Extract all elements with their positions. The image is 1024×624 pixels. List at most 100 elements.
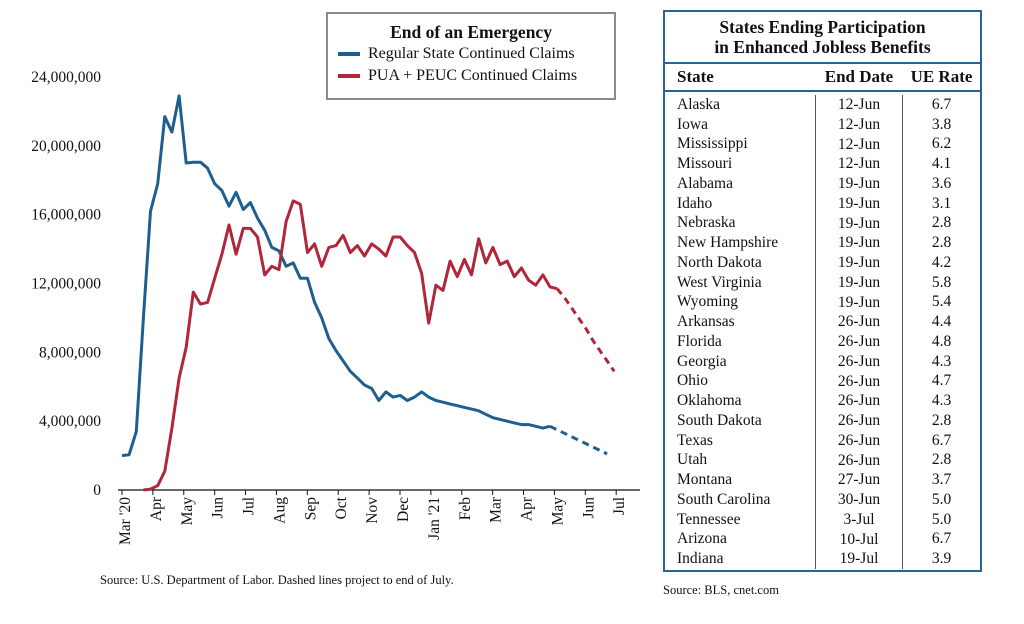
- table-row: Arkansas 26-Jun 4.4: [665, 312, 980, 332]
- cell-state: Arizona: [677, 530, 727, 548]
- cell-state: New Hampshire: [677, 234, 779, 252]
- x-tick-label: Jun: [580, 497, 597, 519]
- cell-state: Iowa: [677, 115, 708, 133]
- cell-ue-rate: 4.8: [931, 332, 952, 350]
- table-body: Alaska 12-Jun 6.7 Iowa 12-Jun 3.8 Mississippi 1…: [665, 92, 980, 569]
- y-tick-label: 12,000,000: [31, 276, 101, 293]
- cell-ue-rate: 6.7: [931, 431, 952, 449]
- cell-end-date: 19-Jun: [815, 272, 903, 293]
- table-row: Wyoming 19-Jun 5.4: [665, 292, 980, 313]
- cell-end-date: 26-Jun: [815, 371, 903, 392]
- cell-end-date: 12-Jun: [815, 154, 903, 174]
- cell-end-date: 27-Jun: [815, 470, 903, 490]
- cell-ue-rate: 5.8: [931, 273, 952, 291]
- table-row: Alaska 12-Jun 6.7: [665, 95, 980, 115]
- header-ue-rate: UE Rate: [910, 67, 973, 86]
- cell-ue-rate: 6.7: [931, 95, 952, 113]
- cell-ue-rate: 3.8: [931, 115, 952, 133]
- x-tick-label: Oct: [333, 496, 350, 519]
- cell-ue-rate: 4.7: [931, 372, 952, 390]
- x-tick-label: Jun: [210, 497, 227, 519]
- cell-ue-rate: 3.1: [931, 194, 952, 212]
- x-tick-label: Dec: [395, 497, 412, 522]
- y-tick-label: 20,000,000: [31, 138, 101, 155]
- x-tick-label: Mar '20: [117, 497, 134, 545]
- cell-state: North Dakota: [677, 253, 762, 271]
- cell-ue-rate: 2.8: [931, 234, 952, 252]
- table-row: Missouri 12-Jun 4.1: [665, 154, 980, 174]
- cell-state: Ohio: [677, 372, 708, 390]
- cell-ue-rate: 4.3: [931, 392, 952, 410]
- table-row: Texas 26-Jun 6.7: [665, 430, 980, 451]
- cell-end-date: 19-Jun: [815, 213, 903, 234]
- cell-state: Alaska: [677, 95, 721, 113]
- legend-label-pua: PUA + PEUC Continued Claims: [368, 67, 578, 84]
- table-row: Idaho 19-Jun 3.1: [665, 193, 980, 214]
- x-tick-label: Nov: [364, 497, 381, 524]
- table-row: Oklahoma 26-Jun 4.3: [665, 391, 980, 411]
- cell-state: South Carolina: [677, 490, 771, 508]
- table-title: States Ending Participation in Enhanced …: [665, 12, 980, 62]
- x-tick-label: Mar: [488, 496, 505, 523]
- series-line-pua: [143, 199, 558, 492]
- cell-end-date: 10-Jul: [815, 529, 903, 550]
- cell-ue-rate: 2.8: [931, 411, 952, 429]
- cell-ue-rate: 3.6: [931, 174, 952, 192]
- cell-end-date: 19-Jun: [815, 292, 903, 313]
- table-row: West Virginia 19-Jun 5.8: [665, 272, 980, 293]
- chart-source-note: Source: U.S. Department of Labor. Dashed…: [100, 573, 454, 587]
- cell-ue-rate: 4.2: [931, 253, 952, 271]
- cell-end-date: 26-Jun: [815, 332, 903, 352]
- x-tick-label: May: [549, 497, 566, 526]
- cell-end-date: 26-Jun: [815, 430, 903, 451]
- x-tick-label: Jul: [241, 497, 258, 515]
- series-line-regular: [121, 94, 551, 458]
- cell-state: Wyoming: [677, 293, 739, 311]
- cell-ue-rate: 4.1: [931, 155, 952, 173]
- cell-end-date: 19-Jun: [815, 193, 903, 214]
- x-tick-label: Feb: [457, 497, 474, 521]
- cell-ue-rate: 3.9: [931, 550, 952, 568]
- cell-ue-rate: 5.0: [931, 510, 952, 528]
- table-row: Florida 26-Jun 4.8: [665, 332, 980, 352]
- cell-end-date: 12-Jun: [815, 95, 903, 115]
- cell-end-date: 26-Jun: [815, 391, 903, 411]
- cell-state: Indiana: [677, 550, 724, 568]
- header-end-date: End Date: [824, 67, 894, 86]
- table-row: New Hampshire 19-Jun 2.8: [665, 233, 980, 253]
- table-row: Mississippi 12-Jun 6.2: [665, 134, 980, 155]
- cell-end-date: 19-Jun: [815, 174, 903, 194]
- series-projection-regular: [549, 424, 608, 456]
- cell-ue-rate: 5.4: [931, 293, 952, 311]
- y-tick-label: 16,000,000: [31, 207, 101, 224]
- x-tick-label: Apr: [519, 496, 536, 521]
- cell-state: Nebraska: [677, 214, 736, 232]
- chart-legend: End of an Emergency Regular State Contin…: [326, 12, 616, 100]
- table-row: Nebraska 19-Jun 2.8: [665, 213, 980, 234]
- cell-state: West Virginia: [677, 273, 762, 291]
- cell-state: Arkansas: [677, 313, 735, 331]
- cell-end-date: 19-Jun: [815, 253, 903, 273]
- table-row: Georgia 26-Jun 4.3: [665, 351, 980, 372]
- table-row: Arizona 10-Jul 6.7: [665, 529, 980, 550]
- legend-swatch-regular: [338, 52, 360, 56]
- cell-state: Tennessee: [677, 510, 741, 528]
- cell-ue-rate: 6.2: [931, 135, 952, 153]
- cell-ue-rate: 2.8: [931, 451, 952, 469]
- states-table: States Ending Participation in Enhanced …: [663, 10, 982, 572]
- cell-ue-rate: 5.0: [931, 490, 952, 508]
- cell-end-date: 12-Jun: [815, 114, 903, 135]
- cell-ue-rate: 6.7: [931, 530, 952, 548]
- cell-end-date: 26-Jun: [815, 312, 903, 332]
- cell-state: Oklahoma: [677, 392, 742, 410]
- cell-end-date: 19-Jun: [815, 233, 903, 253]
- legend-swatch-pua: [338, 74, 360, 78]
- cell-state: Utah: [677, 451, 708, 469]
- table-row: Iowa 12-Jun 3.8: [665, 114, 980, 135]
- cell-ue-rate: 3.7: [931, 471, 952, 489]
- cell-ue-rate: 4.4: [931, 313, 952, 331]
- table-title-line2: in Enhanced Jobless Benefits: [714, 37, 931, 57]
- x-tick-label: Jan '21: [426, 497, 443, 540]
- chart-title: End of an Emergency: [390, 22, 552, 42]
